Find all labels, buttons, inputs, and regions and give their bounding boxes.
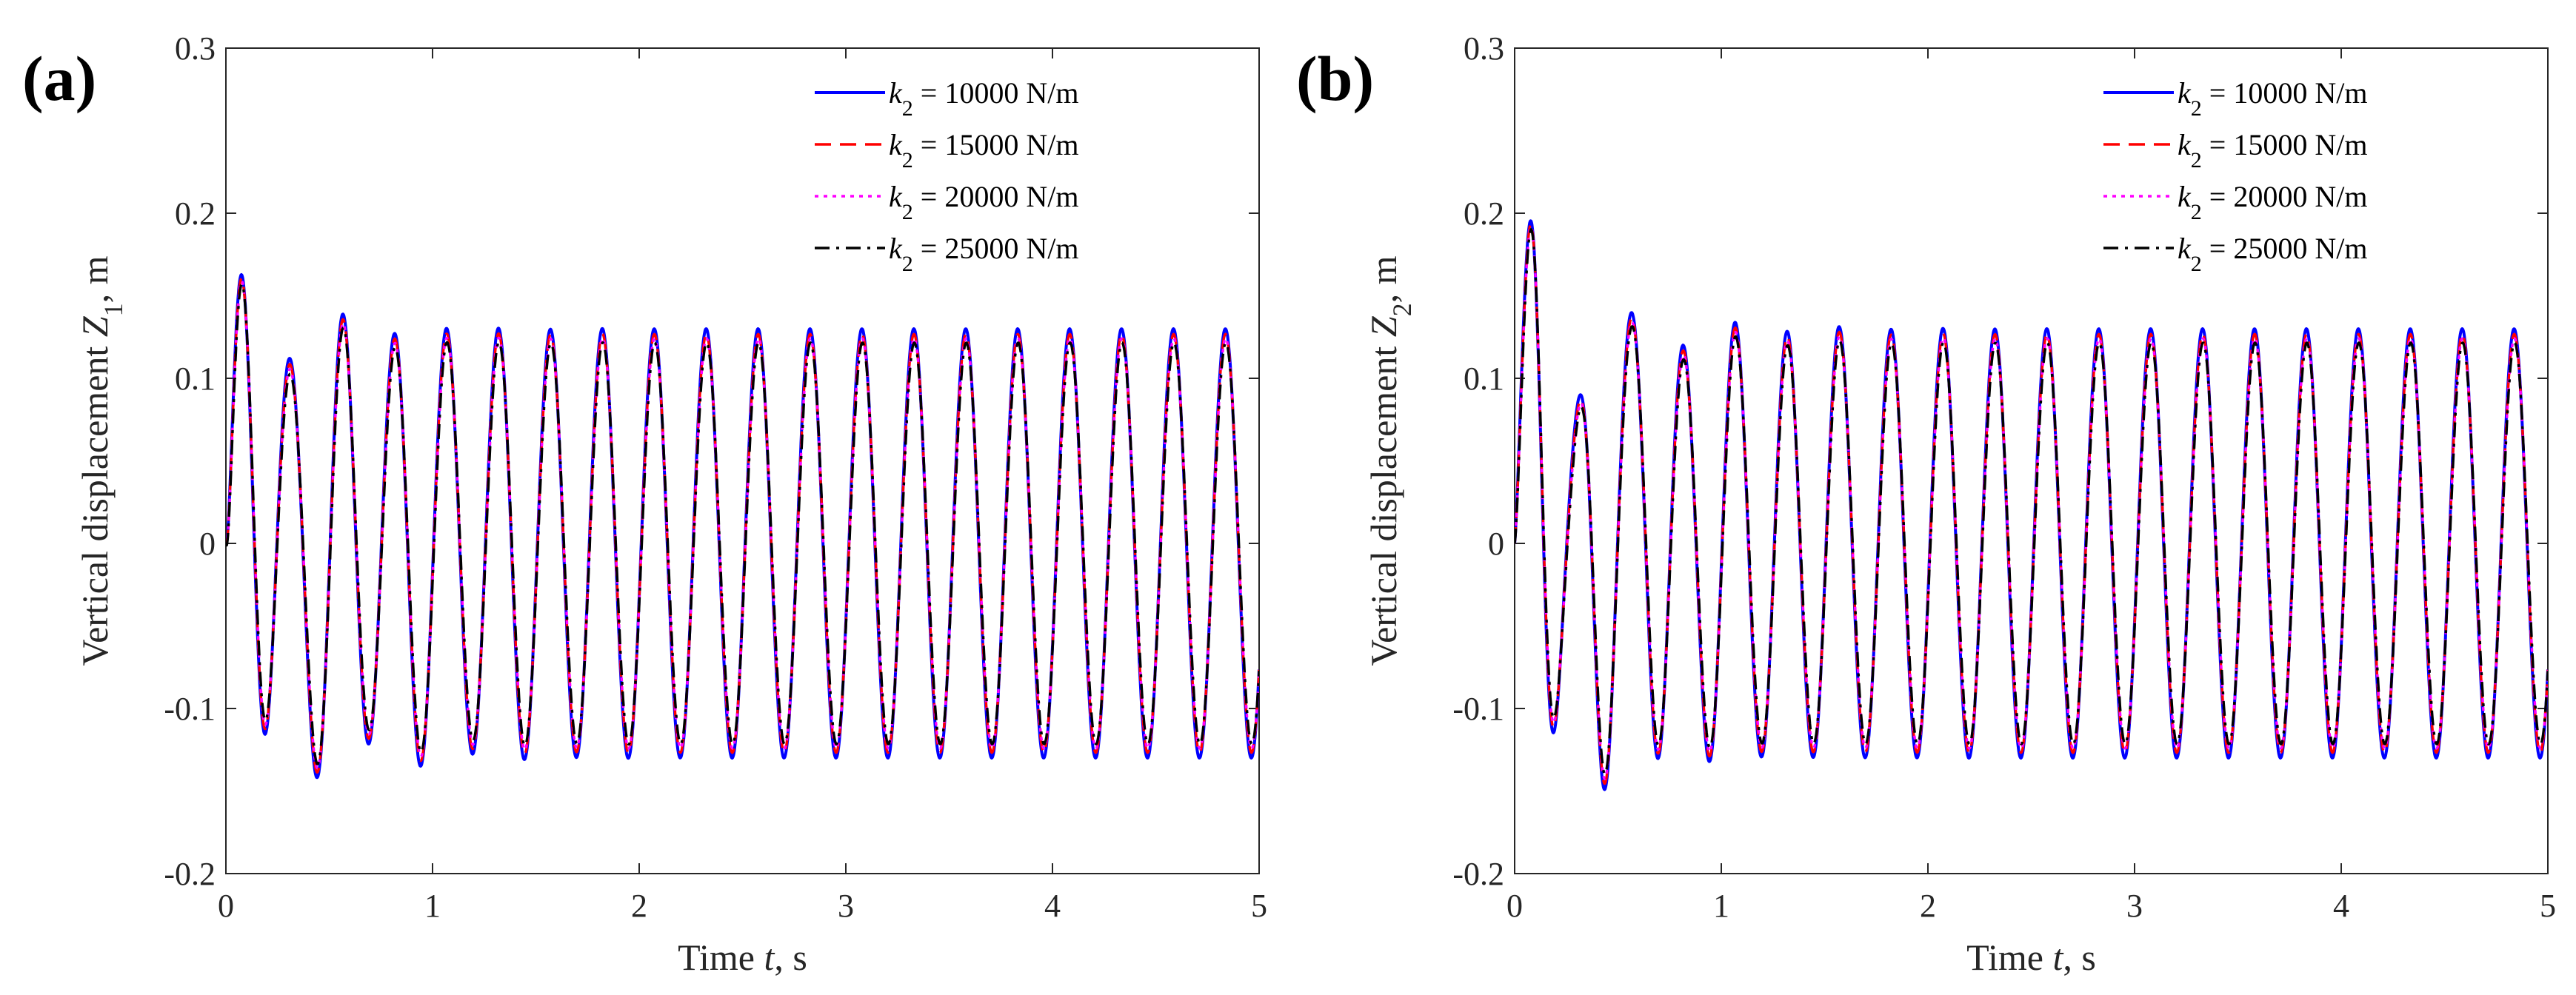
legend-value: = 25000 N/m: [913, 232, 1079, 265]
legend-value: = 20000 N/m: [2202, 180, 2368, 213]
legend-subscript: 2: [2191, 96, 2202, 121]
x-axis-title-var: t: [2052, 937, 2063, 978]
y-axis-title-var: Z: [1363, 315, 1404, 337]
legend-var: k: [2178, 180, 2192, 213]
legend-subscript: 2: [902, 252, 913, 276]
legend-var: k: [889, 180, 903, 213]
y-tick-label: -0.2: [1452, 856, 1504, 892]
y-tick-label: 0.2: [1464, 195, 1504, 232]
y-axis-title-subscript: 1: [99, 303, 128, 316]
x-axis-title-text: Time: [678, 937, 764, 978]
series-line-4: [226, 283, 1259, 765]
legend: k2 = 10000 N/mk2 = 15000 N/mk2 = 20000 N…: [815, 76, 1078, 276]
legend-entry-1: k2 = 10000 N/m: [889, 76, 1078, 121]
legend-var: k: [889, 232, 903, 265]
legend-var: k: [889, 76, 903, 110]
plot-area-frame: [225, 47, 1260, 874]
legend-var: k: [2178, 128, 2192, 161]
chart-panel-a: 0 1 2 3 4 5 -0.2 -0.1 0 0.1 0.2 0.3 Time t, s Vertica…: [22, 30, 1267, 978]
legend-entry-4: k2 = 25000 N/m: [889, 232, 1078, 276]
y-tick-label: 0.2: [175, 195, 216, 232]
legend-value: = 10000 N/m: [913, 76, 1079, 110]
y-tick-label: -0.1: [1452, 691, 1504, 727]
x-tick-label: 5: [1251, 888, 1267, 924]
y-axis-title: Vertical displacement Z1, m: [74, 255, 128, 666]
legend-var: k: [2178, 232, 2192, 265]
chart-panel-b: 0 1 2 3 4 5 -0.2 -0.1 0 0.1 0.2 0.3 Time t, s Vertica…: [1296, 30, 2556, 978]
x-axis-title: Time t, s: [1966, 937, 2096, 978]
legend-entry-2: k2 = 15000 N/m: [889, 128, 1078, 172]
y-tick-label: 0.3: [175, 30, 216, 67]
x-tick-label: 4: [2333, 888, 2349, 924]
y-tick-label: 0.3: [1464, 30, 1504, 67]
x-axis-title: Time t, s: [678, 937, 807, 978]
y-axis-title-text: Vertical displacement: [1363, 337, 1404, 666]
series-line-2: [226, 277, 1259, 774]
legend-var: k: [889, 128, 903, 161]
legend: k2 = 10000 N/mk2 = 15000 N/mk2 = 20000 N…: [2103, 76, 2367, 276]
x-axis-title-text: Time: [1966, 937, 2052, 978]
x-axis-title-var: t: [764, 937, 775, 978]
y-tick-label: 0: [199, 526, 216, 562]
x-axis-title-unit: , s: [774, 937, 807, 978]
legend-value: = 25000 N/m: [2202, 232, 2368, 265]
y-axis-title: Vertical displacement Z2, m: [1363, 255, 1417, 666]
x-tick-label: 2: [1920, 888, 1936, 924]
series-lines: [226, 273, 1259, 780]
x-tick-label: 2: [631, 888, 647, 924]
x-tick-label: 0: [1506, 888, 1523, 924]
legend-subscript: 2: [2191, 252, 2202, 276]
series-lines: [1515, 219, 2548, 791]
legend-subscript: 2: [2191, 200, 2202, 224]
x-tick-label: 5: [2540, 888, 2556, 924]
x-tick-label: 3: [838, 888, 854, 924]
legend-value: = 10000 N/m: [2202, 76, 2368, 110]
legend-entry-4: k2 = 25000 N/m: [2178, 232, 2367, 276]
y-tick-label: -0.1: [164, 691, 216, 727]
panel-label: (b): [1296, 43, 1374, 114]
x-tick-label: 0: [218, 888, 234, 924]
legend-entry-3: k2 = 20000 N/m: [889, 180, 1078, 224]
y-tick-label: -0.2: [164, 856, 216, 892]
legend-value: = 15000 N/m: [913, 128, 1079, 161]
y-axis-title-subscript: 2: [1387, 303, 1417, 316]
y-tick-label: 0: [1488, 526, 1504, 562]
plot-area-frame: [1514, 47, 2549, 874]
legend-entry-1: k2 = 10000 N/m: [2178, 76, 2367, 121]
legend-value: = 15000 N/m: [2202, 128, 2368, 161]
y-axis-title-unit: , m: [1363, 255, 1404, 303]
x-axis-title-unit: , s: [2063, 937, 2095, 978]
legend-entry-2: k2 = 15000 N/m: [2178, 128, 2367, 172]
x-tick-label: 1: [424, 888, 441, 924]
y-axis-title-unit: , m: [74, 255, 116, 303]
x-tick-label: 3: [2126, 888, 2143, 924]
y-tick-label: 0.1: [1464, 361, 1504, 397]
series-line-4: [1515, 228, 2548, 776]
y-tick-label: 0.1: [175, 361, 216, 397]
panel-label: (a): [22, 43, 96, 114]
x-tick-label: 4: [1044, 888, 1061, 924]
x-tick-label: 1: [1713, 888, 1729, 924]
legend-subscript: 2: [902, 200, 913, 224]
legend-entry-3: k2 = 20000 N/m: [2178, 180, 2367, 224]
legend-value: = 20000 N/m: [913, 180, 1079, 213]
legend-subscript: 2: [902, 148, 913, 172]
legend-subscript: 2: [2191, 148, 2202, 172]
series-line-2: [1515, 223, 2548, 785]
legend-var: k: [2178, 76, 2192, 110]
y-axis-title-var: Z: [74, 315, 116, 337]
legend-subscript: 2: [902, 96, 913, 121]
y-axis-title-text: Vertical displacement: [74, 337, 116, 666]
